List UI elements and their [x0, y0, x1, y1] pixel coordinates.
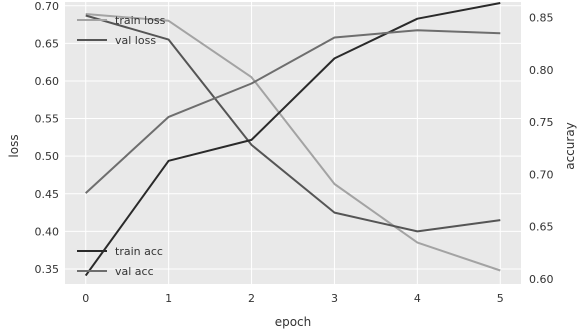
legends: train loss val loss train acc val acc: [77, 14, 166, 278]
x-axis-label: epoch: [275, 315, 312, 329]
y-tick-label-left: 0.45: [35, 188, 60, 201]
y-tick-label-right: 0.75: [529, 116, 554, 129]
y-tick-label-left: 0.35: [35, 263, 60, 276]
series-line-train-loss: [85, 13, 501, 272]
x-tick-label: 2: [248, 292, 255, 305]
y-axis-label-right: accuray: [563, 122, 577, 170]
y-tick-label-left: 0.65: [35, 37, 60, 50]
x-tick-label: 5: [497, 292, 504, 305]
y-tick-label-right: 0.65: [529, 221, 554, 234]
series-layer: [84, 2, 501, 277]
x-tick-label: 4: [414, 292, 421, 305]
legend-label-train-loss: train loss: [115, 14, 166, 27]
grid: [65, 2, 521, 284]
legend-label-val-acc: val acc: [115, 265, 154, 278]
x-tick-label: 0: [82, 292, 89, 305]
y-tick-label-left: 0.60: [35, 75, 60, 88]
tick-labels: 0 1 2 3 4 5 0.35 0.40 0.45 0.50 0.55 0.60 0.65 0.70 0.…: [35, 0, 554, 305]
y-tick-label-right: 0.80: [529, 64, 554, 77]
y-tick-label-left: 0.50: [35, 150, 60, 163]
series-line-val-loss: [85, 14, 501, 233]
legend-label-val-loss: val loss: [115, 34, 156, 47]
y-tick-label-left: 0.55: [35, 113, 60, 126]
series-line-val-acc: [85, 29, 501, 194]
series-line-train-acc: [84, 2, 501, 277]
y-tick-label-right: 0.85: [529, 12, 554, 25]
y-tick-label-left: 0.40: [35, 225, 60, 238]
legend-label-train-acc: train acc: [115, 245, 163, 258]
x-tick-label: 1: [165, 292, 172, 305]
y-axis-label-left: loss: [7, 134, 21, 157]
y-tick-label-right: 0.70: [529, 168, 554, 181]
x-tick-label: 3: [331, 292, 338, 305]
y-tick-label-left: 0.70: [35, 0, 60, 13]
y-tick-label-right: 0.60: [529, 273, 554, 286]
